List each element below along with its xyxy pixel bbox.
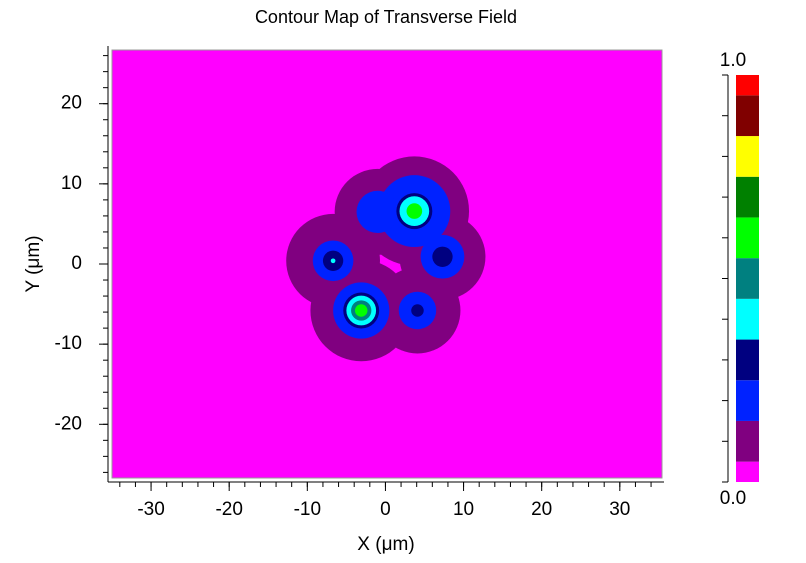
y-tick-label: 10 <box>61 173 82 194</box>
x-tick-label: -20 <box>215 499 242 520</box>
y-tick-label: 0 <box>71 253 82 274</box>
contour-region <box>406 203 423 219</box>
colorbar-band <box>736 136 759 177</box>
x-tick-label: -10 <box>294 499 321 520</box>
x-axis-label: X (μm) <box>357 534 414 555</box>
colorbar-band <box>736 298 759 340</box>
colorbar-band <box>736 258 759 299</box>
colorbar-band <box>736 339 759 381</box>
colorbar-band <box>736 176 759 218</box>
x-tick-label: -30 <box>137 499 164 520</box>
colorbar-band <box>736 461 759 482</box>
contour-region <box>354 304 368 317</box>
contour-region <box>356 190 399 233</box>
plot-area <box>112 50 662 478</box>
colorbar-band <box>736 217 759 259</box>
contour-region <box>411 304 424 317</box>
y-tick-label: -10 <box>55 333 82 354</box>
colorbar-band <box>736 380 759 421</box>
x-tick-label: 30 <box>609 499 630 520</box>
x-tick-label: 10 <box>453 499 474 520</box>
field-background <box>112 50 662 478</box>
colorbar-band <box>736 75 759 96</box>
colorbar-tick-label: 1.0 <box>720 50 746 71</box>
contour-region <box>432 246 453 267</box>
contour-region <box>330 258 336 264</box>
x-tick-label: 20 <box>531 499 552 520</box>
colorbar-band <box>736 420 759 462</box>
colorbar-tick-label: 0.0 <box>720 488 746 509</box>
y-tick-label: 20 <box>61 93 82 114</box>
y-axis-label: Y (μm) <box>23 235 44 292</box>
y-tick-label: -20 <box>55 413 82 434</box>
plot-frame <box>111 49 663 479</box>
chart-title: Contour Map of Transverse Field <box>255 7 517 27</box>
x-tick-label: 0 <box>380 499 391 520</box>
colorbar-band <box>736 95 759 137</box>
